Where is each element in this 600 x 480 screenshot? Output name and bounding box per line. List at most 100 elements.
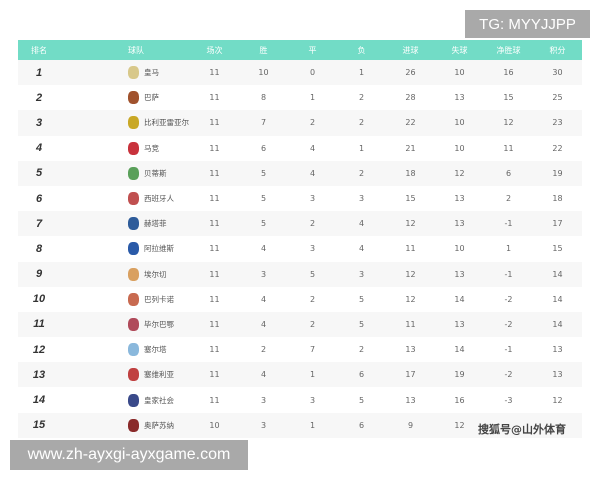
stat-w: 3 [260,269,267,279]
rank: 14 [32,394,46,407]
team-crest-icon [128,292,139,306]
stat-p: 11 [209,395,220,405]
stat-l: 5 [358,395,365,405]
stat-ga: 13 [454,93,465,103]
stat-pts: 13 [552,370,563,380]
team-cell: 西班牙人 [60,192,190,206]
stat-ga: 10 [454,118,465,128]
stat-gf: 12 [405,294,416,304]
team-name: 赫塔菲 [144,219,167,229]
stat-ga: 12 [454,168,465,178]
rank: 4 [35,142,43,155]
stat-p: 11 [209,168,220,178]
team-cell: 阿拉维斯 [60,242,190,256]
stat-pts: 18 [552,194,563,204]
column-header: 排名 [31,45,47,55]
stat-l: 2 [358,168,365,178]
stat-pts: 19 [552,168,563,178]
stat-p: 11 [209,269,220,279]
rank: 8 [35,242,43,255]
stat-gd: 15 [503,93,514,103]
stat-l: 1 [358,68,365,78]
column-header: 净胜球 [496,45,521,55]
stat-gd: -2 [504,294,513,304]
stat-gf: 21 [405,143,416,153]
stat-p: 11 [209,370,220,380]
team-crest-icon [128,267,139,281]
table-row: 1 皇马 11 10 0 1 26 10 16 30 [18,60,582,86]
team-crest-icon [128,343,139,357]
rank: 12 [32,343,46,356]
rank: 15 [32,419,46,432]
stat-ga: 13 [454,269,465,279]
team-name: 埃尔切 [144,269,167,279]
team-name: 奥萨苏纳 [144,420,174,430]
team-crest-icon [128,317,139,331]
team-name: 皇马 [144,68,159,78]
team-crest-icon [128,418,139,432]
stat-p: 11 [209,294,220,304]
team-name: 塞尔塔 [144,345,167,355]
stat-gd: -2 [504,319,513,329]
stat-ga: 12 [454,420,465,430]
rank: 10 [32,293,46,306]
stat-pts: 23 [552,118,563,128]
stat-d: 3 [309,395,316,405]
stat-gf: 12 [405,219,416,229]
team-cell: 奥萨苏纳 [60,418,190,432]
stat-d: 4 [309,143,316,153]
stat-pts: 14 [552,269,563,279]
stat-d: 1 [309,370,316,380]
stat-p: 11 [209,319,220,329]
stat-w: 2 [260,345,267,355]
stat-w: 5 [260,168,267,178]
stat-l: 5 [358,319,365,329]
stat-gf: 15 [405,194,416,204]
rank: 6 [35,192,43,205]
team-crest-icon [128,166,139,180]
stat-gf: 17 [405,370,416,380]
stat-w: 4 [260,294,267,304]
stat-gd: -2 [504,370,513,380]
team-name: 贝蒂斯 [144,168,167,178]
team-cell: 塞尔塔 [60,343,190,357]
stat-l: 4 [358,219,365,229]
team-crest-icon [128,66,139,80]
team-crest-icon [128,116,139,130]
stat-w: 3 [260,395,267,405]
stat-gf: 18 [405,168,416,178]
team-cell: 巴列卡诺 [60,292,190,306]
stat-l: 4 [358,244,365,254]
stat-ga: 13 [454,219,465,229]
team-name: 皇家社会 [144,395,174,405]
table-row: 2 巴萨 11 8 1 2 28 13 15 25 [18,85,582,110]
stat-ga: 14 [454,294,465,304]
table-row: 12 塞尔塔 11 2 7 2 13 14 -1 13 [18,337,582,362]
stat-w: 5 [260,219,267,229]
rank: 5 [35,167,43,180]
team-crest-icon [128,91,139,105]
stat-gd: 6 [505,168,512,178]
team-cell: 毕尔巴鄂 [60,317,190,331]
team-cell: 塞维利亚 [60,368,190,382]
rank: 9 [35,268,43,281]
stat-p: 11 [209,219,220,229]
team-cell: 比利亚雷亚尔 [60,116,190,130]
source-watermark: 搜狐号@山外体育 [478,423,566,436]
team-name: 马竞 [144,143,159,153]
table-row: 4 马竞 11 6 4 1 21 10 11 22 [18,136,582,161]
stat-pts: 22 [552,143,563,153]
stat-p: 11 [209,345,220,355]
stat-l: 2 [358,93,365,103]
stat-w: 6 [260,143,267,153]
team-cell: 贝蒂斯 [60,166,190,180]
column-header: 场次 [206,45,223,55]
column-header: 胜 [259,45,268,55]
stat-gf: 22 [405,118,416,128]
team-name: 塞维利亚 [144,370,174,380]
rank: 2 [35,91,43,104]
stat-gd: -1 [504,219,513,229]
stat-p: 11 [209,244,220,254]
stat-l: 5 [358,294,365,304]
table-row: 9 埃尔切 11 3 5 3 12 13 -1 14 [18,261,582,287]
